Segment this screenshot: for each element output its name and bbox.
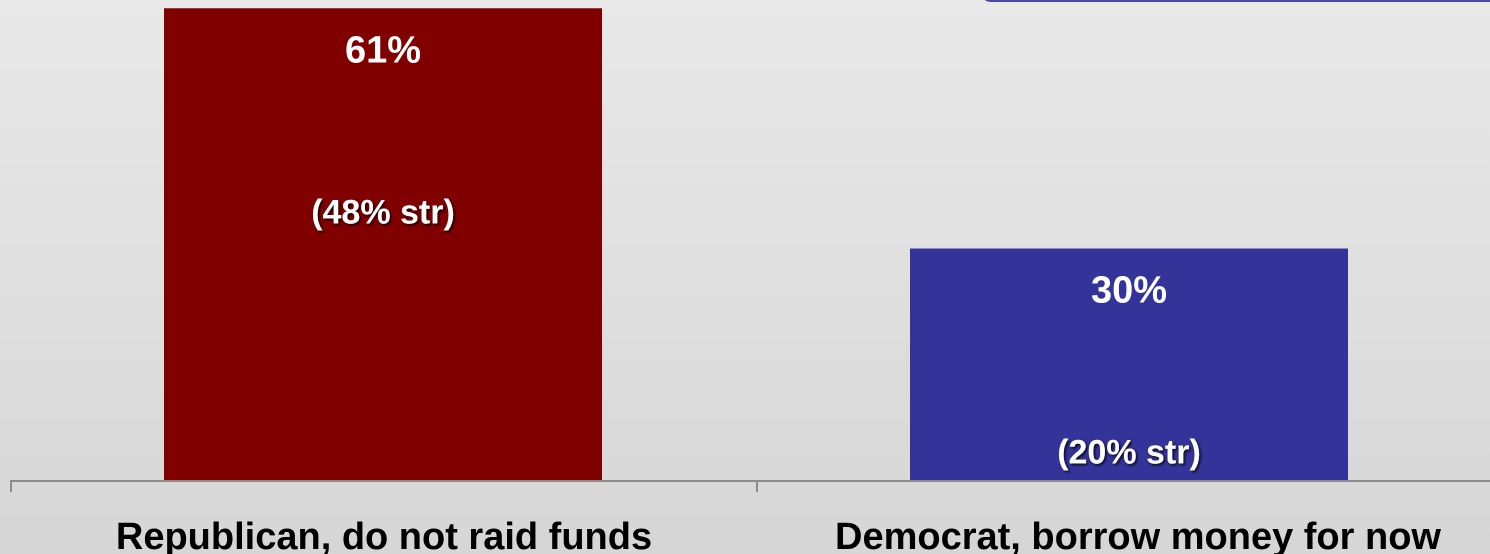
category-label: Democrat, borrow money for now xyxy=(835,516,1441,554)
bar-2[interactable] xyxy=(910,248,1348,482)
bar-sub-label: (20% str) xyxy=(1057,434,1201,472)
bar-sub-label: (48% str) xyxy=(311,193,455,231)
category-label: Republican, do not raid funds xyxy=(116,516,652,554)
bar-1[interactable] xyxy=(164,8,602,481)
bar-value-label: 30% xyxy=(1091,270,1167,312)
bar-value-label: 61% xyxy=(345,29,421,71)
